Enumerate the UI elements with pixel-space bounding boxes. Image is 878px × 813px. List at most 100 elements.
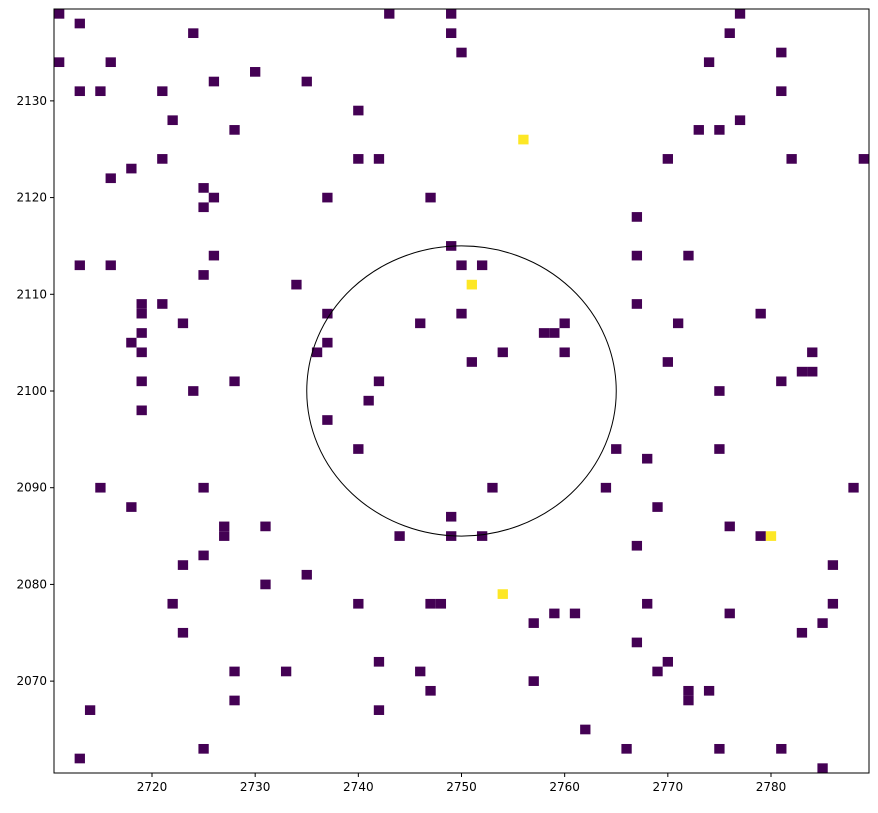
heatmap-cell-low <box>353 444 364 454</box>
heatmap-cell-low <box>672 318 684 329</box>
y-tick-label: 2130 <box>16 94 47 108</box>
heatmap-cell-low <box>724 28 735 39</box>
heatmap-cell-low <box>136 299 147 309</box>
heatmap-cell-low <box>734 9 746 19</box>
heatmap-cell-low <box>662 357 673 367</box>
x-tick-label: 2780 <box>756 780 787 794</box>
heatmap-cell-low <box>446 511 457 522</box>
heatmap-cell-low <box>198 270 209 280</box>
heatmap-cell-low <box>208 250 220 261</box>
heatmap-cell-low <box>208 192 220 203</box>
heatmap-cell-low <box>858 154 869 164</box>
heatmap-cell-low <box>776 376 787 387</box>
heatmap-cell-low <box>435 598 447 609</box>
heatmap-cell-low <box>136 405 147 416</box>
heatmap-cell-low <box>105 57 116 68</box>
heatmap-cell-low <box>322 308 333 319</box>
heatmap-cell-low <box>446 28 457 39</box>
heatmap-cell-low <box>415 666 426 677</box>
heatmap-cell-low <box>198 183 209 193</box>
heatmap-cell-low <box>373 154 385 164</box>
heatmap-cell-low <box>714 386 725 396</box>
heatmap-cell-low <box>105 173 116 184</box>
heatmap-cell-low <box>528 676 539 686</box>
heatmap-cell-low <box>631 250 643 261</box>
heatmap-cell-low <box>229 125 240 135</box>
heatmap-cell-low <box>157 154 168 164</box>
y-tick-label: 2110 <box>16 287 47 301</box>
heatmap-cell-low <box>807 366 818 377</box>
heatmap-cell-low <box>662 154 673 164</box>
heatmap-cell-low <box>652 666 663 677</box>
heatmap-cell-low <box>219 531 230 541</box>
heatmap-cell-low <box>611 444 622 454</box>
x-tick-label: 2750 <box>446 780 477 794</box>
heatmap-cell-low <box>74 18 85 29</box>
heatmap-cell-low <box>126 502 137 512</box>
heatmap-cell-low <box>631 540 643 551</box>
heatmap-cell-low <box>487 482 498 493</box>
circle-overlay <box>306 245 617 537</box>
heatmap-cell-low <box>198 550 209 561</box>
heatmap-cell-low <box>817 618 828 628</box>
heatmap-cell-low <box>466 357 477 367</box>
heatmap-cell-low <box>807 347 818 358</box>
heatmap-cell-low <box>559 347 570 358</box>
heatmap-cell-low <box>621 743 632 754</box>
heatmap-cell-low <box>188 28 199 39</box>
y-tick-label: 2120 <box>16 191 47 205</box>
heatmap-cell-low <box>177 627 189 638</box>
heatmap-cell-low <box>569 608 581 619</box>
heatmap-cell-low <box>198 743 209 754</box>
x-tick-label: 2730 <box>240 780 271 794</box>
heatmap-cell-low <box>642 598 653 609</box>
heatmap-cell-low <box>178 773 188 783</box>
heatmap-cell-low <box>631 212 643 222</box>
heatmap-cell-low <box>322 415 333 425</box>
y-tick-label: 2080 <box>16 577 47 591</box>
heatmap-cell-low <box>188 386 199 396</box>
heatmap-cell-low <box>869 686 878 696</box>
heatmap-cell-low <box>734 115 746 126</box>
heatmap-cell-low <box>776 743 787 754</box>
heatmap-cell-low <box>817 763 828 773</box>
heatmap-cell-low <box>693 125 704 135</box>
heatmap-cell-low <box>476 260 488 271</box>
heatmap-cell-low <box>755 531 766 541</box>
x-tick-label: 2740 <box>343 780 374 794</box>
heatmap-cell-low <box>74 86 85 97</box>
heatmap-cell-low <box>703 57 715 68</box>
heatmap-cell-low <box>54 9 65 19</box>
heatmap-cell-low <box>456 260 467 271</box>
heatmap-cell-low <box>797 773 807 783</box>
heatmap-cell-low <box>796 627 808 638</box>
heatmap-cell-low <box>714 743 725 754</box>
heatmap-cell-low <box>95 482 106 493</box>
heatmap-cell-low <box>776 86 787 97</box>
heatmap-cell-low <box>415 318 426 329</box>
circle-overlay-group <box>306 245 617 537</box>
heatmap-cell-low <box>229 695 240 706</box>
heatmap-cell-low <box>157 86 168 97</box>
heatmap-cell-low <box>136 308 147 319</box>
heatmap-cell-low <box>776 47 787 58</box>
heatmap-cell-low <box>322 337 333 348</box>
heatmap-cell-low <box>260 579 271 590</box>
heatmap-cell-low <box>631 299 643 309</box>
heatmap-cell-low <box>198 482 209 493</box>
x-tick-label: 2720 <box>137 780 168 794</box>
heatmap-cell-low <box>219 521 230 532</box>
heatmap-cell-low <box>291 279 302 290</box>
heatmap-cell-low <box>384 9 395 19</box>
heatmap-cell-low <box>683 685 694 696</box>
heatmap-cell-low <box>827 598 839 609</box>
heatmap-cell-low <box>301 569 312 580</box>
heatmap-cell-low <box>477 773 487 783</box>
heatmap-cell-low <box>476 531 488 541</box>
heatmap-cell-low <box>786 154 797 164</box>
heatmap-cell-low <box>157 299 168 309</box>
heatmap-cell-low <box>683 250 694 261</box>
heatmap-cell-low <box>105 260 116 271</box>
heatmap-cell-low <box>425 598 436 609</box>
